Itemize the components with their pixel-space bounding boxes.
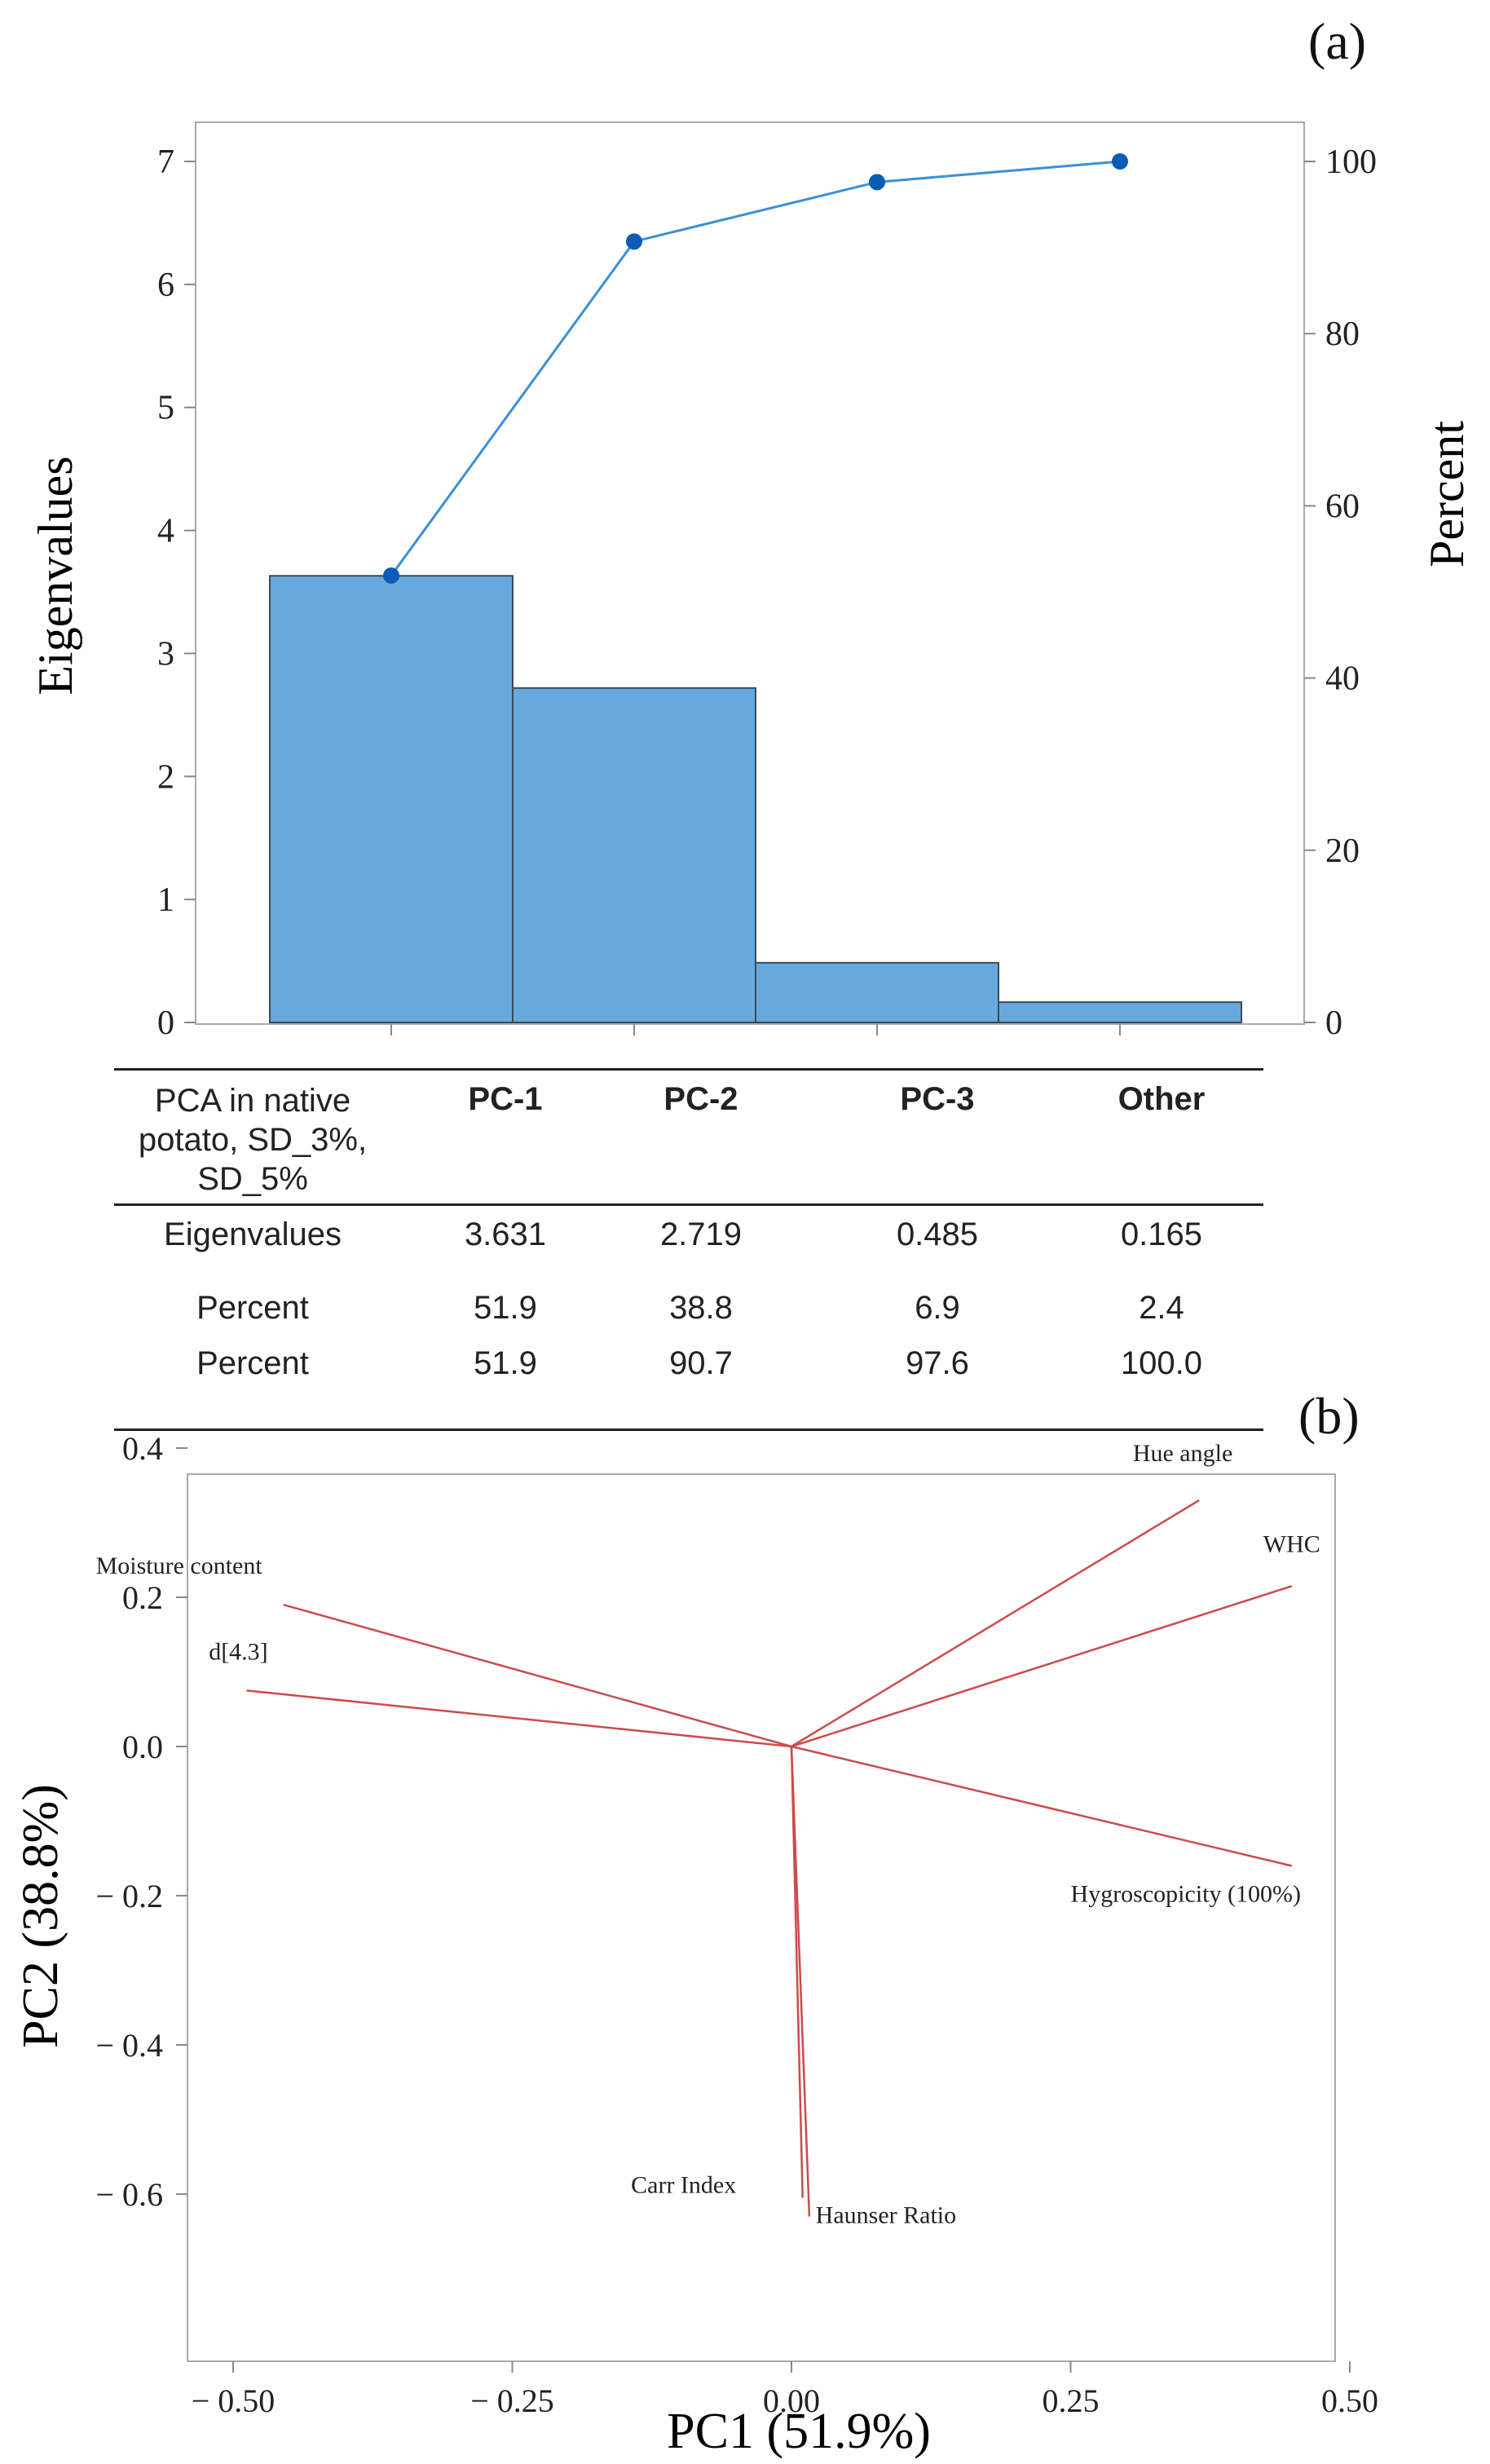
y2-tick-label: 20	[1325, 832, 1360, 870]
table-cell: 90.7	[669, 1345, 733, 1381]
table-cell: 2.719	[659, 1217, 743, 1252]
eigenvalue-bar	[512, 687, 756, 1024]
table-row-label: Percent	[196, 1345, 309, 1381]
panel-b-label: (b)	[1298, 1387, 1360, 1445]
loading-label: Carr Index	[631, 2172, 736, 2199]
y2-tick-label: 40	[1325, 660, 1360, 698]
y-tick-label: 4	[157, 513, 174, 550]
table-cell: 0.165	[1120, 1217, 1203, 1252]
loading-vector	[246, 1689, 792, 1748]
eigenvalue-bar	[998, 1001, 1242, 1023]
y-tick-label: 1	[157, 881, 174, 919]
x-tick-label: − 0.25	[470, 2382, 554, 2419]
table-header-other: Other	[1118, 1081, 1206, 1117]
table-cell: 51.9	[474, 1345, 537, 1381]
biplot-x-axis-label: PC1 (51.9%)	[667, 2404, 931, 2459]
loading-vector	[283, 1603, 792, 1748]
biplot-y-axis-label: PC2 (38.8%)	[13, 1784, 68, 2048]
loading-vector	[790, 1746, 811, 2217]
loading-vector	[791, 1499, 1200, 1748]
cumulative-percent-point	[383, 567, 399, 584]
y2-tick-label: 100	[1325, 144, 1377, 181]
biplot: 0.4 0.2 0.0 − 0.2 − 0.4 − 0.6 − 0.50 − 0.25 0.0…	[13, 1430, 1378, 2459]
y-tick-label: 2	[157, 758, 174, 796]
x-tick-label: 0.50	[1321, 2382, 1378, 2419]
loading-label: Hue angle	[1133, 1440, 1232, 1467]
cumulative-percent-point	[869, 174, 885, 191]
loading-vector	[791, 1585, 1293, 1748]
table-header-pc3: PC-3	[900, 1081, 975, 1117]
loading-label: Hygroscopicity (100%)	[1071, 1880, 1301, 1907]
table-cell: 2.4	[1139, 1290, 1184, 1326]
scree-y-axis-label: Eigenvalues	[29, 456, 82, 695]
cumulative-percent-point	[1112, 153, 1128, 170]
y-tick-label: 0	[157, 1005, 174, 1042]
table-header-label-line1: PCA in native	[154, 1083, 351, 1119]
y-tick-label: − 0.6	[95, 2176, 163, 2213]
y-tick-label: 0.4	[122, 1430, 163, 1467]
y-tick-label: 7	[157, 144, 174, 181]
table-cell: 38.8	[669, 1290, 733, 1326]
cumulative-percent-line	[390, 160, 1121, 576]
table-header-label: PCA in native potato, SD_3%, SD_5%	[114, 1081, 391, 1199]
biplot-frame	[187, 1473, 1336, 2362]
table-cell: 51.9	[474, 1290, 537, 1326]
scree-y2-axis-label: Percent	[1420, 421, 1474, 567]
y-tick-label: 5	[157, 390, 174, 427]
loading-label: WHC	[1263, 1530, 1320, 1557]
table-row-label: Eigenvalues	[164, 1217, 342, 1252]
y-tick-label: 6	[157, 267, 174, 304]
eigenvalue-bar	[269, 575, 514, 1023]
eigenvalue-bar	[755, 961, 999, 1023]
y-tick-label: − 0.2	[95, 1878, 163, 1914]
y-tick-label: − 0.4	[95, 2027, 163, 2064]
loading-label: Haunser Ratio	[816, 2201, 956, 2228]
table-cell: 97.6	[906, 1345, 969, 1381]
y2-tick-label: 80	[1325, 316, 1360, 353]
y2-tick-label: 0	[1325, 1005, 1342, 1042]
loading-label: Moisture content	[96, 1552, 263, 1579]
table-header-rule	[114, 1203, 1263, 1206]
x-tick-label: − 0.50	[192, 2382, 276, 2419]
y-tick-label: 0.0	[122, 1729, 163, 1765]
y2-tick-label: 60	[1325, 488, 1360, 525]
scree-plot: 0 1 2 3 4 5 6 7 0 20 40 60 80 100 Eigenvalues Percen…	[29, 121, 1474, 1042]
panel-a-label: (a)	[1308, 12, 1367, 70]
table-cell: 6.9	[915, 1290, 960, 1326]
table-header-label-line2: potato, SD_3%,	[138, 1122, 368, 1158]
cumulative-percent-point	[626, 233, 642, 250]
table-bottom-rule	[114, 1429, 1263, 1431]
table-cell: 0.485	[896, 1217, 979, 1252]
y-tick-label: 3	[157, 635, 174, 673]
table-header-pc2: PC-2	[663, 1081, 738, 1117]
y-tick-label: 0.2	[122, 1579, 163, 1616]
x-tick-label: 0.25	[1043, 2382, 1100, 2419]
table-row-label: Percent	[196, 1290, 309, 1326]
table-header-label-line3: SD_5%	[197, 1161, 308, 1197]
loading-vector	[791, 1745, 1293, 1867]
table-cell: 3.631	[464, 1217, 547, 1252]
x-tick-label: 0.00	[763, 2382, 820, 2419]
table-top-rule	[114, 1068, 1263, 1071]
table-cell: 100.0	[1120, 1345, 1203, 1381]
loading-label: d[4.3]	[209, 1638, 267, 1665]
table-header-pc1: PC-1	[468, 1081, 543, 1117]
